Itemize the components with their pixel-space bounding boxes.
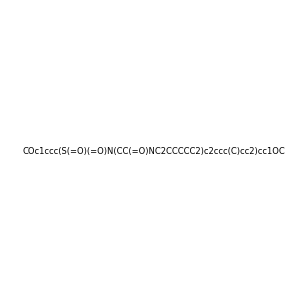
Text: COc1ccc(S(=O)(=O)N(CC(=O)NC2CCCCC2)c2ccc(C)cc2)cc1OC: COc1ccc(S(=O)(=O)N(CC(=O)NC2CCCCC2)c2ccc… <box>22 147 285 156</box>
